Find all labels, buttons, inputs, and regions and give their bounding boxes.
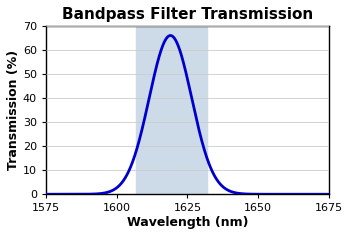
X-axis label: Wavelength (nm): Wavelength (nm): [127, 216, 248, 229]
Y-axis label: Transmission (%): Transmission (%): [7, 50, 20, 170]
Title: Bandpass Filter Transmission: Bandpass Filter Transmission: [62, 7, 313, 22]
Bar: [136, 26, 207, 194]
